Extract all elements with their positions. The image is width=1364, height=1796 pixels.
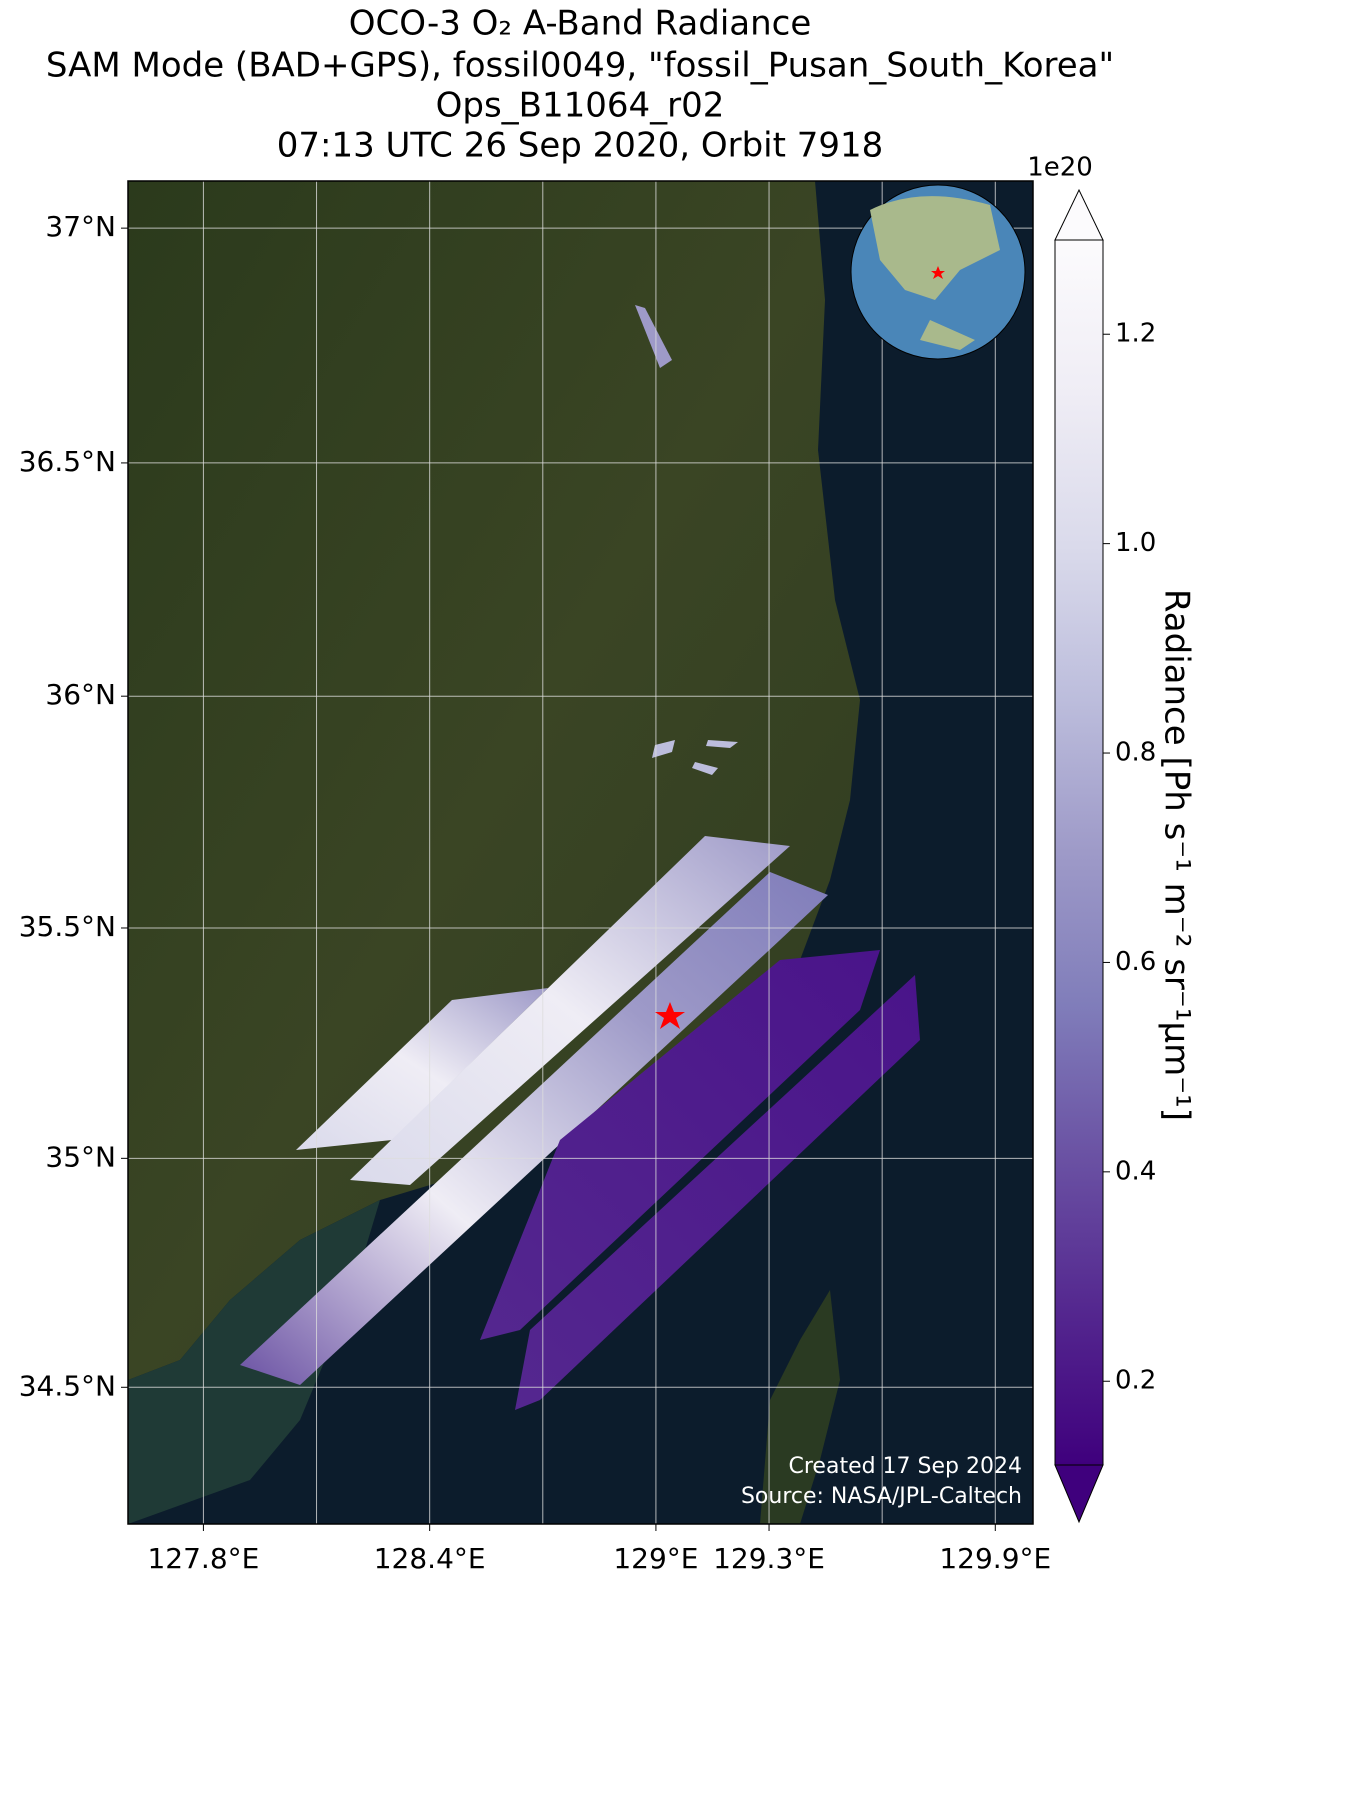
colorbar-extend: [1054, 1464, 1104, 1524]
y-tick-label: 35.5°N: [19, 910, 116, 943]
y-tick-label: 36°N: [45, 678, 116, 711]
title-line: SAM Mode (BAD+GPS), fossil0049, "fossil_…: [46, 46, 1114, 86]
x-tick-label: 129.9°E: [939, 1542, 1051, 1575]
swath: [515, 975, 920, 1410]
colorbar-tick-label: 0.2: [1115, 1366, 1156, 1396]
swath: [635, 305, 672, 368]
colorbar-tick-label: 0.6: [1115, 947, 1156, 977]
y-tick-label: 34.5°N: [19, 1369, 116, 1402]
grid: [128, 181, 1033, 1524]
colorbar-tick-label: 0.4: [1115, 1156, 1156, 1186]
colorbar: [1054, 239, 1104, 1466]
map-frame: [127, 180, 1034, 1525]
colorbar-tick-label: 1.2: [1115, 319, 1156, 349]
colorbar-exponent: 1e20: [1027, 153, 1093, 183]
swath: [480, 950, 880, 1340]
x-tick-label: 127.8°E: [147, 1542, 259, 1575]
map: Created 17 Sep 2024 Source: NASA/JPL-Cal…: [128, 181, 1033, 1524]
globe-star: [931, 266, 945, 279]
colorbar-tick-label: 0.8: [1115, 738, 1156, 768]
target-star: [655, 1002, 685, 1029]
swath: [296, 988, 548, 1150]
credit: Source: NASA/JPL-Caltech: [741, 1484, 1022, 1509]
y-tick-label: 37°N: [45, 210, 116, 243]
x-tick-label: 129°E: [613, 1542, 698, 1575]
x-tick-label: 129.3°E: [713, 1542, 825, 1575]
swath: [240, 872, 828, 1385]
swath: [652, 740, 738, 775]
swath: [350, 836, 790, 1185]
title-line: 07:13 UTC 26 Sep 2020, Orbit 7918: [277, 126, 884, 166]
globe-land: [870, 196, 1000, 300]
colorbar-extend: [1054, 188, 1104, 241]
title-line: OCO-3 O₂ A-Band Radiance: [349, 4, 812, 44]
globe-land: [920, 320, 975, 350]
y-tick-label: 36.5°N: [19, 445, 116, 478]
x-tick-label: 128.4°E: [374, 1542, 486, 1575]
colorbar-label: Radiance [Ph s⁻¹ m⁻² sr⁻¹μm⁻¹]: [1157, 589, 1197, 1121]
land: [128, 181, 860, 1380]
title-line: Ops_B11064_r02: [436, 86, 725, 126]
y-tick-label: 35°N: [45, 1140, 116, 1173]
island: [760, 1290, 840, 1524]
colorbar: 0.2 0.4 0.6 0.8 1.0 1.2 1e20 Radiance [Ph s⁻¹ m…: [1027, 153, 1197, 1524]
credit: Created 17 Sep 2024: [789, 1454, 1023, 1479]
colorbar-tick-label: 1.0: [1115, 528, 1156, 558]
